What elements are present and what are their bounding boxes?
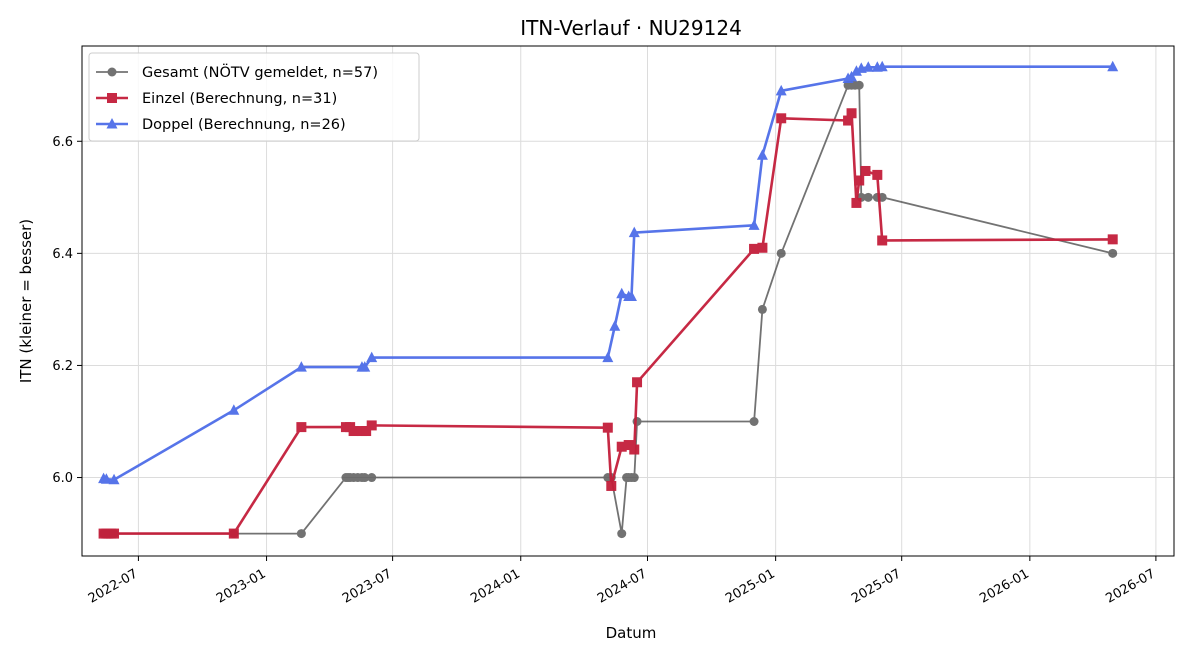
data-point xyxy=(843,115,854,126)
y-tick-label: 6.2 xyxy=(52,359,73,374)
series-square xyxy=(98,108,1118,539)
data-point xyxy=(109,528,120,539)
data-point xyxy=(625,290,637,302)
plot-frame xyxy=(81,45,1175,557)
legend-box xyxy=(88,52,420,142)
data-point xyxy=(366,351,378,363)
data-point xyxy=(632,377,643,388)
data-point xyxy=(617,529,627,539)
data-point xyxy=(360,473,370,483)
data-point xyxy=(776,248,786,258)
data-point xyxy=(348,426,359,437)
data-point xyxy=(361,426,372,437)
legend: Gesamt (NÖTV gemeldet, n=57) Einzel (Bere… xyxy=(88,52,420,142)
data-point xyxy=(602,351,614,363)
data-point xyxy=(296,529,306,539)
data-point xyxy=(296,422,307,433)
series-layer xyxy=(98,60,1119,539)
legend-swatch xyxy=(96,93,128,103)
y-tick-label: 6.4 xyxy=(52,247,73,262)
data-point xyxy=(100,473,112,484)
legend-label: Einzel (Berechnung, n=31) xyxy=(142,91,337,107)
data-point xyxy=(850,65,862,76)
data-point xyxy=(776,113,787,124)
data-point xyxy=(860,165,871,176)
data-point xyxy=(367,473,377,483)
data-point xyxy=(775,84,787,96)
series-triangle xyxy=(98,60,1119,485)
y-tick-label: 6.0 xyxy=(52,471,73,486)
data-point xyxy=(602,422,613,433)
data-point xyxy=(632,416,642,426)
data-point xyxy=(228,404,240,415)
legend-label: Gesamt (NÖTV gemeldet, n=57) xyxy=(142,63,378,81)
legend-marker xyxy=(106,118,118,129)
data-point xyxy=(366,420,377,431)
data-point xyxy=(1108,248,1118,258)
legend-marker xyxy=(107,67,117,77)
x-axis-label: Datum xyxy=(606,624,657,642)
data-point xyxy=(757,242,768,253)
data-point xyxy=(863,192,873,202)
data-point xyxy=(609,320,621,331)
data-point xyxy=(629,444,640,455)
data-point xyxy=(629,473,639,483)
data-point xyxy=(616,441,627,452)
legend-swatch xyxy=(96,67,128,77)
data-point xyxy=(877,235,888,246)
data-point xyxy=(748,219,760,230)
data-point xyxy=(295,361,307,372)
data-point xyxy=(846,70,858,82)
legend-swatch xyxy=(96,118,128,129)
data-point xyxy=(846,108,857,119)
data-point xyxy=(108,473,120,485)
data-point xyxy=(749,416,759,426)
data-point xyxy=(616,287,628,299)
y-tick-label: 6.6 xyxy=(52,135,73,150)
data-point xyxy=(606,480,617,491)
data-point xyxy=(854,175,865,186)
data-point xyxy=(228,528,239,539)
data-point xyxy=(623,440,634,451)
data-point xyxy=(1107,234,1118,245)
y-axis-ticks: 6.0 6.2 6.4 6.6 xyxy=(52,135,82,486)
data-point xyxy=(862,61,874,72)
data-point xyxy=(628,226,640,238)
chart-title: ITN-Verlauf · NU29124 xyxy=(520,16,742,40)
data-point xyxy=(756,149,768,160)
data-point xyxy=(757,304,767,314)
data-point xyxy=(359,361,371,372)
y-axis-label: ITN (kleiner = besser) xyxy=(17,219,35,383)
data-point xyxy=(854,80,864,90)
data-point xyxy=(872,169,883,180)
legend-marker xyxy=(107,93,117,103)
data-point xyxy=(1107,60,1119,72)
data-point xyxy=(749,243,760,254)
data-point xyxy=(851,197,862,208)
data-point xyxy=(876,60,888,72)
legend-label: Doppel (Berechnung, n=26) xyxy=(142,117,346,133)
